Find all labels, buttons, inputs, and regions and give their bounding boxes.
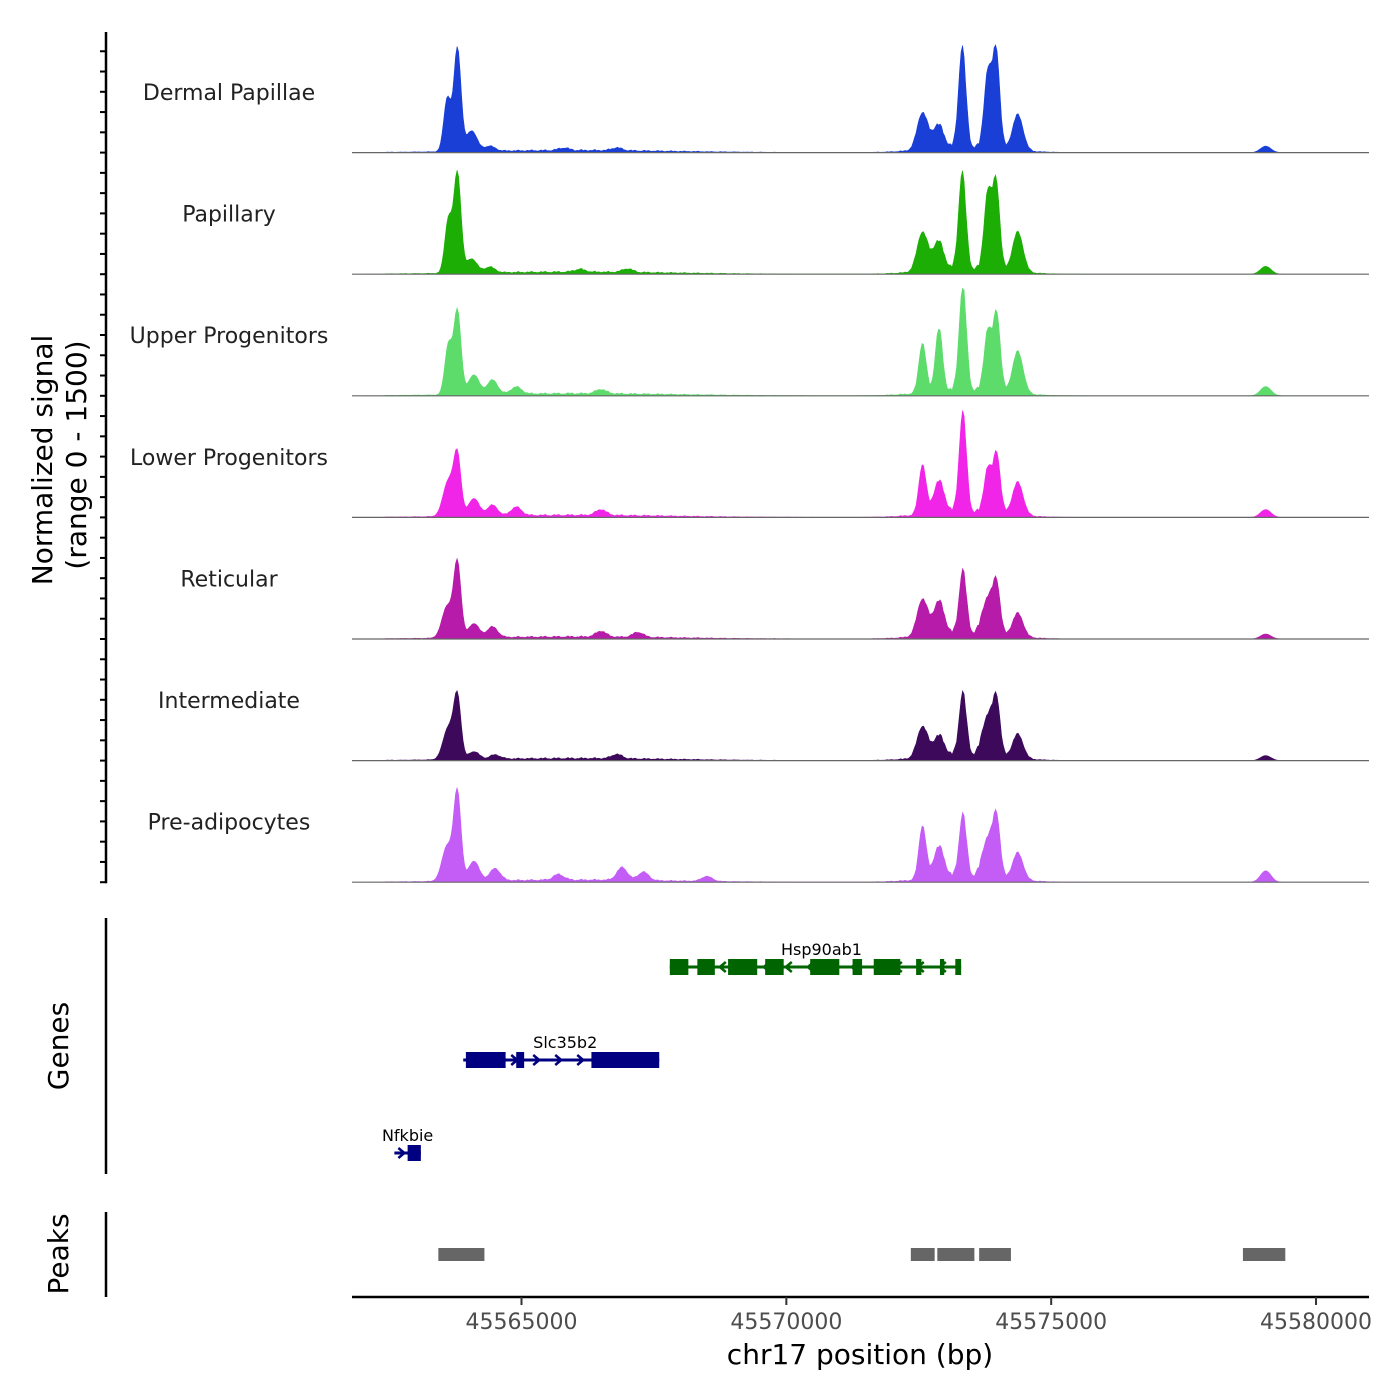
track-label: Dermal Papillae bbox=[143, 81, 315, 106]
peak-region bbox=[438, 1248, 485, 1261]
track-label: Pre-adipocytes bbox=[148, 811, 311, 836]
gene-exon bbox=[873, 959, 901, 975]
gene-exon bbox=[465, 1052, 506, 1068]
strand-arrow bbox=[532, 1054, 542, 1066]
track-intermediate: Intermediate bbox=[100, 658, 1369, 762]
strand-arrow bbox=[783, 961, 793, 973]
genes-panel: Hsp90ab1 Slc35b2 Nfkbie bbox=[104, 918, 962, 1174]
gene-exon bbox=[852, 959, 863, 975]
gene-exon bbox=[407, 1145, 421, 1161]
gene-exon bbox=[939, 959, 945, 975]
peaks-panel-label: Peaks bbox=[42, 1213, 75, 1294]
gene-exon bbox=[591, 1052, 660, 1068]
signal-area bbox=[362, 557, 1369, 640]
track-upper-progenitors: Upper Progenitors bbox=[100, 287, 1369, 397]
gene-exon bbox=[765, 959, 784, 975]
signal-area bbox=[362, 170, 1369, 275]
gene-slc35b2: Slc35b2 bbox=[463, 1033, 660, 1068]
x-axis-title: chr17 position (bp) bbox=[727, 1338, 993, 1371]
gene-exon bbox=[516, 1052, 525, 1068]
signal-area bbox=[362, 689, 1369, 761]
x-tick-label: 45575000 bbox=[995, 1310, 1107, 1335]
gene-exon bbox=[955, 959, 962, 975]
signal-area bbox=[362, 787, 1369, 883]
peak-region bbox=[910, 1248, 935, 1261]
signal-area bbox=[362, 410, 1369, 518]
gene-exon bbox=[669, 959, 689, 975]
y-axis-title-line-2: (range 0 - 1500) bbox=[60, 340, 93, 569]
strand-arrow bbox=[554, 1054, 564, 1066]
gene-label: Slc35b2 bbox=[533, 1033, 597, 1052]
track-label: Papillary bbox=[182, 203, 276, 228]
peaks-panel bbox=[104, 1212, 1286, 1297]
track-pre-adipocytes: Pre-adipocytes bbox=[100, 779, 1369, 884]
strand-arrow bbox=[397, 1147, 407, 1159]
gene-exon bbox=[697, 959, 715, 975]
track-label: Lower Progenitors bbox=[130, 446, 328, 471]
peak-region bbox=[979, 1248, 1011, 1261]
gene-nfkbie: Nfkbie bbox=[382, 1126, 433, 1161]
gene-exon bbox=[916, 959, 922, 975]
track-label: Reticular bbox=[180, 567, 278, 592]
y-axis-title-line-1: Normalized signal bbox=[26, 335, 59, 586]
coverage-panel: Dermal Papillae Papillary Upper Progenitor… bbox=[100, 32, 1369, 884]
gene-exon bbox=[728, 959, 758, 975]
gene-exon bbox=[810, 959, 840, 975]
signal-area bbox=[362, 44, 1369, 153]
peak-region bbox=[937, 1248, 975, 1261]
track-papillary: Papillary bbox=[100, 170, 1369, 276]
track-dermal-papillae: Dermal Papillae bbox=[100, 44, 1369, 154]
track-reticular: Reticular bbox=[100, 536, 1369, 640]
genes-panel-label: Genes bbox=[42, 1002, 75, 1090]
track-lower-progenitors: Lower Progenitors bbox=[100, 410, 1369, 519]
x-tick-label: 45580000 bbox=[1260, 1310, 1372, 1335]
x-tick-label: 45565000 bbox=[466, 1310, 578, 1335]
strand-arrow bbox=[576, 1054, 586, 1066]
strand-arrow bbox=[717, 961, 727, 973]
gene-label: Nfkbie bbox=[382, 1126, 433, 1145]
x-tick-label: 45570000 bbox=[730, 1310, 842, 1335]
x-axis: 45565000 45570000 45575000 45580000 bbox=[352, 1295, 1372, 1335]
signal-area bbox=[362, 287, 1369, 397]
gene-hsp90ab1: Hsp90ab1 bbox=[669, 940, 962, 975]
peak-region bbox=[1242, 1248, 1286, 1261]
gene-label: Hsp90ab1 bbox=[781, 940, 862, 959]
track-label: Upper Progenitors bbox=[130, 324, 329, 349]
track-label: Intermediate bbox=[158, 689, 300, 714]
